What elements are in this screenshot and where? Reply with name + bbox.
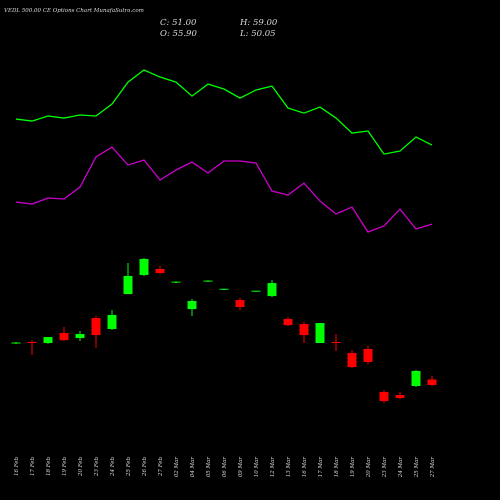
- candle-body: [91, 318, 101, 336]
- indicator-line: [15, 69, 433, 155]
- candle-body: [251, 290, 261, 292]
- candle-body: [331, 341, 341, 343]
- candle-body: [11, 342, 21, 344]
- x-tick-label: 12 Mar: [270, 457, 276, 478]
- x-tick-label: 17 Mar: [318, 457, 324, 478]
- candle-body: [427, 379, 437, 385]
- x-tick-label: 17 Feb: [30, 457, 36, 477]
- x-tick-label: 26 Feb: [142, 457, 148, 478]
- x-tick-label: 05 Mar: [206, 457, 212, 478]
- candle-body: [107, 314, 117, 329]
- x-tick-label: 02 Mar: [174, 457, 180, 478]
- x-tick-label: 25 Mar: [414, 457, 420, 479]
- x-tick-label: 19 Feb: [62, 457, 68, 477]
- x-tick-label: 18 Mar: [334, 457, 340, 478]
- x-tick-label: 20 Mar: [366, 457, 372, 479]
- x-tick-label: 27 Feb: [158, 457, 164, 478]
- ohlc-close: C: 51.00: [160, 18, 197, 28]
- candle-body: [395, 395, 405, 398]
- chart-title: VEDL 500.00 CE Options Chart MunafaSutra…: [4, 8, 144, 14]
- x-tick-label: 10 Mar: [254, 457, 260, 478]
- x-tick-label: 16 Feb: [14, 457, 20, 477]
- indicator-line: [15, 146, 433, 233]
- x-tick-label: 18 Feb: [46, 457, 52, 477]
- candle-body: [363, 349, 373, 363]
- ohlc-high: H: 59.00: [239, 18, 278, 28]
- x-tick-label: 09 Mar: [238, 457, 244, 478]
- candle-body: [347, 353, 357, 368]
- x-tick-label: 06 Mar: [222, 457, 228, 478]
- x-tick-label: 13 Mar: [286, 457, 292, 478]
- x-tick-label: 23 Feb: [94, 457, 100, 478]
- candle-body: [123, 276, 133, 295]
- candle-body: [187, 300, 197, 310]
- candle-body: [315, 323, 325, 343]
- x-tick-label: 23 Mar: [382, 457, 388, 479]
- candle-body: [299, 324, 309, 336]
- x-tick-label: 24 Mar: [398, 457, 404, 479]
- candle-body: [155, 268, 165, 274]
- x-tick-label: 20 Feb: [78, 457, 84, 478]
- ohlc-low: L: 50.05: [239, 29, 276, 39]
- x-tick-label: 04 Mar: [190, 457, 196, 478]
- candle-body: [203, 280, 213, 282]
- x-tick-label: 25 Feb: [126, 457, 132, 478]
- x-tick-label: 27 Mar: [430, 457, 436, 479]
- candle-body: [219, 288, 229, 290]
- x-tick-label: 19 Mar: [350, 457, 356, 478]
- candle-body: [139, 259, 149, 276]
- candle-body: [411, 370, 421, 386]
- candle-body: [59, 333, 69, 341]
- candle-body: [43, 337, 53, 343]
- candle-body: [27, 341, 37, 343]
- x-tick-label: 24 Feb: [110, 457, 116, 478]
- x-tick-label: 16 Mar: [302, 457, 308, 478]
- candle-body: [171, 281, 181, 283]
- ohlc-open: O: 55.90: [160, 29, 197, 39]
- candle-body: [283, 319, 293, 326]
- candle-body: [235, 299, 245, 308]
- candle-body: [379, 392, 389, 401]
- candle-body: [267, 283, 277, 297]
- candle-body: [75, 334, 85, 339]
